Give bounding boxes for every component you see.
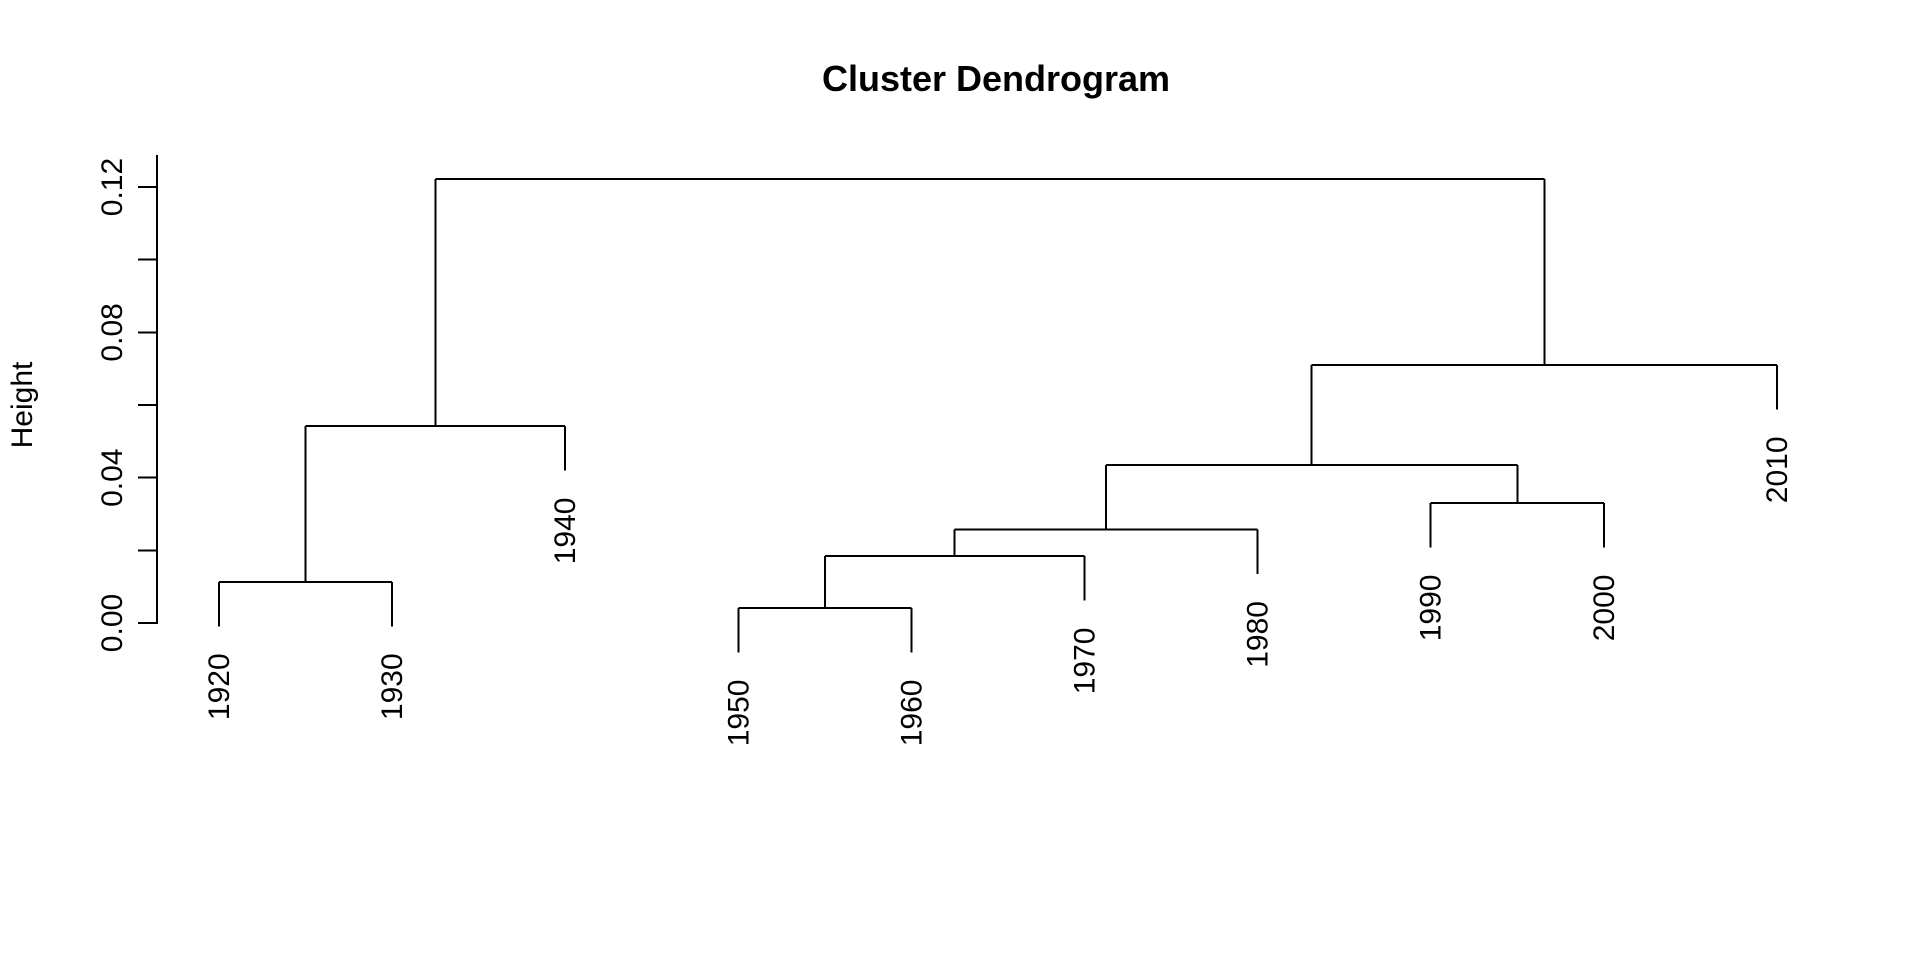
leaf-label: 1990	[1415, 575, 1448, 642]
dendrogram-tree	[218, 178, 1778, 653]
leaf-label: 1970	[1069, 628, 1102, 695]
axis-tick-label: 0.12	[96, 158, 129, 216]
leaf-label: 2010	[1761, 436, 1794, 503]
y-axis-label: Height	[6, 361, 39, 448]
axis-tick-label: 0.08	[96, 303, 129, 361]
axis-tick-label: 0.04	[96, 448, 129, 506]
leaf-label: 1950	[722, 679, 755, 746]
leaf-label: 1960	[895, 679, 928, 746]
y-axis-tick-labels: 0.00 0.04 0.08 0.12	[96, 158, 129, 652]
y-axis	[138, 155, 158, 624]
leaf-label: 1930	[376, 653, 409, 720]
axis-tick-label: 0.00	[96, 594, 129, 652]
leaf-label: 1920	[203, 653, 236, 720]
leaf-labels: 1920 1930 1940 1950 1960 1970 1980 1990 2000 2010	[203, 436, 1794, 746]
chart-title: Cluster Dendrogram	[822, 58, 1170, 99]
leaf-label: 1980	[1242, 601, 1275, 668]
leaf-label: 2000	[1588, 575, 1621, 642]
leaf-label: 1940	[549, 497, 582, 564]
